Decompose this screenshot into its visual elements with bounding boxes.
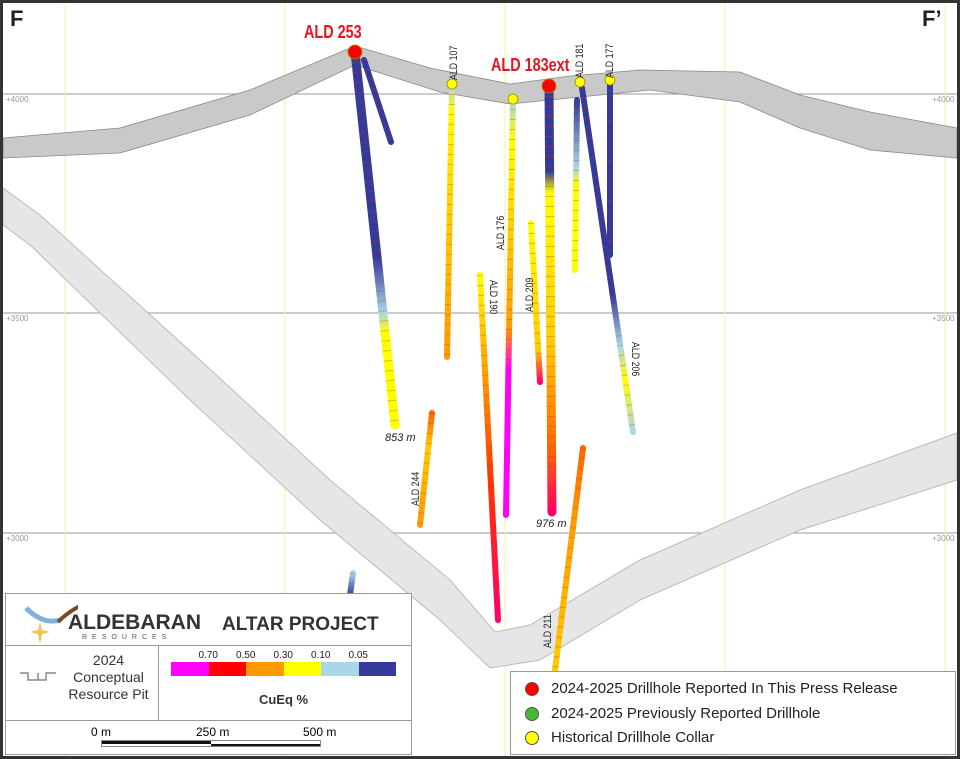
drillhole-ald-253-wedge <box>361 57 394 145</box>
logo-subtext: RESOURCES <box>82 634 172 641</box>
drillhole-ald-190 <box>477 272 501 623</box>
aldebaran-logo-icon <box>24 604 78 644</box>
logo-text: ALDEBARAN <box>68 611 201 634</box>
hole-label-ald-176: ALD 176 <box>495 215 507 250</box>
drillhole-ald-181 <box>572 97 580 273</box>
drillhole-ald-211 <box>552 445 586 673</box>
red-dot-icon <box>525 681 539 696</box>
scalebar-label: 500 m <box>303 725 337 739</box>
reported-collar-icon <box>541 78 557 94</box>
scale-break-label: 0.05 <box>348 650 368 661</box>
elevation-label: +4000 <box>6 95 29 104</box>
project-title: ALTAR PROJECT <box>222 614 379 635</box>
drillhole-ald-209 <box>528 220 543 385</box>
pit-label-line: Conceptual <box>73 669 144 685</box>
scale-break-label: 0.70 <box>198 650 218 661</box>
section-end-label: F’ <box>922 6 942 31</box>
drillhole-ald-183ext <box>544 81 557 517</box>
historical-collar-icon <box>446 78 458 90</box>
scale-swatch <box>358 662 396 676</box>
historical-collar-icon <box>574 76 586 88</box>
pit-label-line: Resource Pit <box>68 686 149 702</box>
scalebar-segment <box>101 741 211 744</box>
legend-label: 2024-2025 Previously Reported Drillhole <box>551 705 821 722</box>
drillhole-ald-176 <box>503 96 516 518</box>
hole-length-ald-253: 853 m <box>385 432 416 444</box>
yellow-dot-icon <box>525 730 539 745</box>
scalebar-label: 250 m <box>196 725 230 739</box>
cueq-scale-breaks: 0.70 0.50 0.30 0.10 0.05 <box>171 650 396 662</box>
hole-label-ald-177: ALD 177 <box>604 43 616 78</box>
collar-legend: 2024-2025 Drillhole Reported In This Pre… <box>510 671 956 755</box>
legend-item-historical: Historical Drillhole Collar <box>525 729 714 746</box>
legend-label: Historical Drillhole Collar <box>551 729 715 746</box>
historical-collar-icon <box>507 93 519 105</box>
hole-label-ald-209: ALD 209 <box>524 277 536 312</box>
green-dot-icon <box>525 706 539 721</box>
historical-collar-icon <box>604 74 616 86</box>
scale-swatch <box>283 662 321 676</box>
hole-label-ald-211: ALD 211 <box>542 614 554 648</box>
hole-label-ald-253: ALD 253 <box>304 22 362 42</box>
hole-label-ald-190: ALD 190 <box>487 280 499 315</box>
legend-label: 2024-2025 Drillhole Reported In This Pre… <box>551 680 898 697</box>
scale-swatch <box>171 662 209 676</box>
hole-label-ald-181: ALD 181 <box>574 43 586 78</box>
drillhole-unlabelled <box>347 570 356 598</box>
cueq-scale-title: CuEq % <box>258 692 309 707</box>
elevation-label: +3000 <box>932 534 955 543</box>
elevation-label: +4000 <box>932 95 955 104</box>
reported-collar-icon <box>347 44 363 60</box>
pit-legend-label: 2024 Conceptual Resource Pit <box>61 652 156 703</box>
elevation-label: +3500 <box>6 314 29 323</box>
title-legend-panel: ALDEBARAN RESOURCES ALTAR PROJECT 2024 C… <box>5 593 412 755</box>
scalebar-segment <box>211 744 321 747</box>
hole-length-ald-183ext: 976 m <box>536 518 567 530</box>
hole-label-ald-107: ALD 107 <box>448 45 460 80</box>
drillhole-ald-206 <box>579 85 636 435</box>
scale-swatch <box>246 662 284 676</box>
pit-label-year: 2024 <box>92 652 125 668</box>
scale-swatch <box>208 662 246 676</box>
drillhole-ald-244 <box>417 410 435 528</box>
scale-break-label: 0.30 <box>273 650 293 661</box>
legend-item-reported: 2024-2025 Drillhole Reported In This Pre… <box>525 680 898 697</box>
hole-label-ald-183ext: ALD 183ext <box>491 55 570 75</box>
topography-surface <box>2 45 958 159</box>
hole-label-ald-206: ALD 206 <box>629 342 641 377</box>
elevation-label: +3000 <box>6 534 29 543</box>
pit-outline-icon <box>20 672 56 681</box>
elevation-label: +3500 <box>932 314 955 323</box>
legend-item-previously-reported: 2024-2025 Previously Reported Drillhole <box>525 705 820 722</box>
scalebar-label: 0 m <box>91 725 112 739</box>
drillhole-ald-107 <box>444 81 455 360</box>
hole-label-ald-244: ALD 244 <box>410 471 422 506</box>
drillhole-ald-253 <box>350 47 400 430</box>
scale-break-label: 0.50 <box>236 650 256 661</box>
scale-break-label: 0.10 <box>311 650 331 661</box>
scale-swatch <box>321 662 359 676</box>
cueq-color-scale <box>171 662 396 676</box>
section-start-label: F <box>10 6 24 31</box>
